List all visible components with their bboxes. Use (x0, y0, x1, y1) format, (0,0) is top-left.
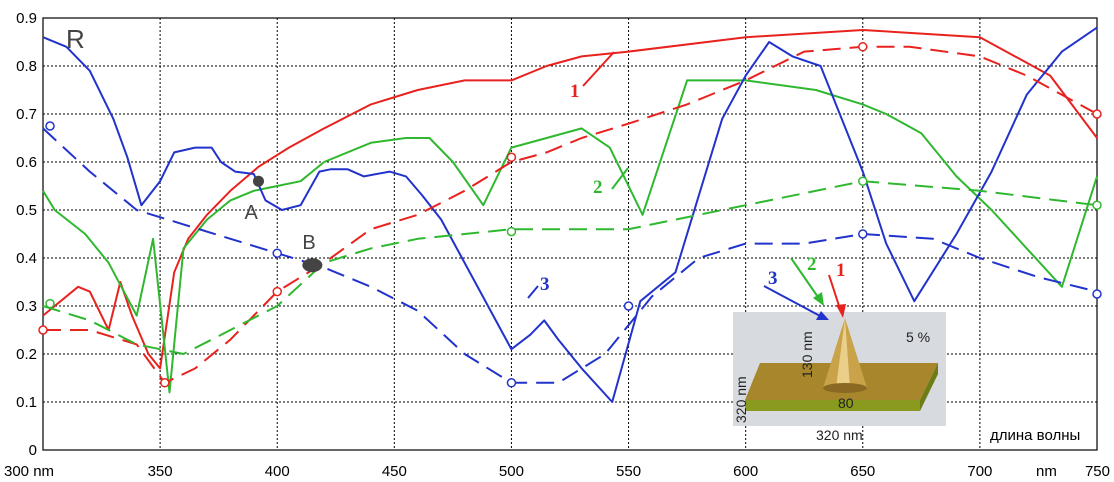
substrate-side-right (920, 363, 938, 411)
series-marker (1092, 109, 1102, 119)
curve-label: 2 (593, 177, 603, 198)
point-b-marker (302, 258, 323, 273)
series-marker (160, 378, 170, 388)
y-tick-labels: 0 0.1 0.2 0.3 0.4 0.5 0.6 0.7 0.8 0.9 (16, 10, 37, 459)
arrow-1-label: 1 (836, 260, 846, 281)
curve-label: 1 (570, 81, 580, 102)
x-tick-label: 350 (148, 463, 173, 480)
y-tick-label: 0.7 (16, 106, 37, 123)
y-tick-label: 0.8 (16, 58, 37, 75)
series-marker (858, 229, 868, 239)
x-tick-label: 300 nm (4, 463, 54, 480)
series-blue-dashed (42, 127, 1098, 384)
curve-label-leader (582, 51, 615, 87)
point-a-marker (252, 175, 264, 187)
x-tick-label: 750 (1085, 463, 1110, 480)
x-tick-label: 650 (850, 463, 875, 480)
series-marker (38, 325, 48, 335)
cone-highlight (836, 318, 850, 388)
substrate-side-front (745, 400, 920, 411)
series-lines (42, 26, 1098, 403)
arrow-3-head (816, 311, 829, 320)
inset-illustration: 5 % 130 nm 80 320 nm 320 nm (733, 312, 946, 443)
y-tick-label: 0.6 (16, 154, 37, 171)
y-tick-label: 0.4 (16, 250, 37, 267)
inset-diameter-label: 80 (838, 395, 854, 411)
arrow-3-label: 3 (768, 268, 778, 289)
x-tick-labels: 300 nm 350 400 450 500 550 600 650 700 750 (4, 463, 1110, 480)
y-tick-label: 0.3 (16, 298, 37, 315)
x-axis-unit: nm (1036, 463, 1057, 480)
x-tick-label: 400 (265, 463, 290, 480)
series-marker (45, 298, 55, 309)
series-blue-solid (42, 26, 1098, 403)
series-green-solid (42, 79, 1098, 394)
series-green-dashed (42, 180, 1098, 355)
y-tick-label: 0.1 (16, 394, 37, 411)
y-tick-label: 0 (29, 442, 37, 459)
inset-fill-factor: 5 % (906, 329, 930, 345)
y-tick-label: 0.5 (16, 202, 37, 219)
cone-base (823, 383, 867, 393)
point-b-label: B (302, 232, 315, 254)
inset-side-a-label: 320 nm (733, 376, 749, 423)
series-marker (45, 121, 55, 131)
series-marker (506, 226, 517, 237)
wavelength-caption: длина волны (990, 427, 1080, 444)
arrow-3 (763, 285, 823, 318)
x-tick-label: 450 (382, 463, 407, 480)
marked-points: AB (244, 175, 323, 273)
series-marker (272, 286, 282, 297)
series-marker (858, 176, 868, 186)
arrow-2-head (813, 292, 824, 306)
plot-frame (42, 17, 1098, 451)
series-marker (272, 248, 282, 258)
incidence-arrows: 1 2 3 (763, 254, 846, 320)
inset-side-b-label: 320 nm (816, 427, 863, 443)
y-tick-label: 0.2 (16, 346, 37, 363)
series-red-solid (42, 29, 1098, 370)
series-marker (1092, 289, 1102, 299)
series-marker (858, 42, 868, 52)
x-tick-label: 550 (616, 463, 641, 480)
series-markers (38, 42, 1102, 388)
curve-label-leader (527, 285, 539, 299)
series-marker (1092, 200, 1102, 210)
y-axis-label: R (66, 24, 85, 54)
point-a-label: A (244, 202, 258, 224)
arrow-2-label: 2 (807, 254, 817, 275)
series-marker (623, 301, 634, 311)
curve-label-leader (611, 167, 629, 190)
series-red-dashed (43, 45, 1098, 384)
series-marker (506, 378, 517, 388)
y-tick-label: 0.9 (16, 10, 37, 27)
x-tick-label: 600 (733, 463, 758, 480)
inset-height-label: 130 nm (799, 331, 815, 378)
arrow-2 (790, 257, 821, 301)
curve-label: 3 (540, 274, 550, 295)
curve-labels: 1 2 3 (527, 51, 629, 299)
x-tick-label: 500 (499, 463, 524, 480)
series-marker (506, 152, 517, 162)
x-tick-label: 700 (967, 463, 992, 480)
arrow-1-head (836, 304, 846, 318)
